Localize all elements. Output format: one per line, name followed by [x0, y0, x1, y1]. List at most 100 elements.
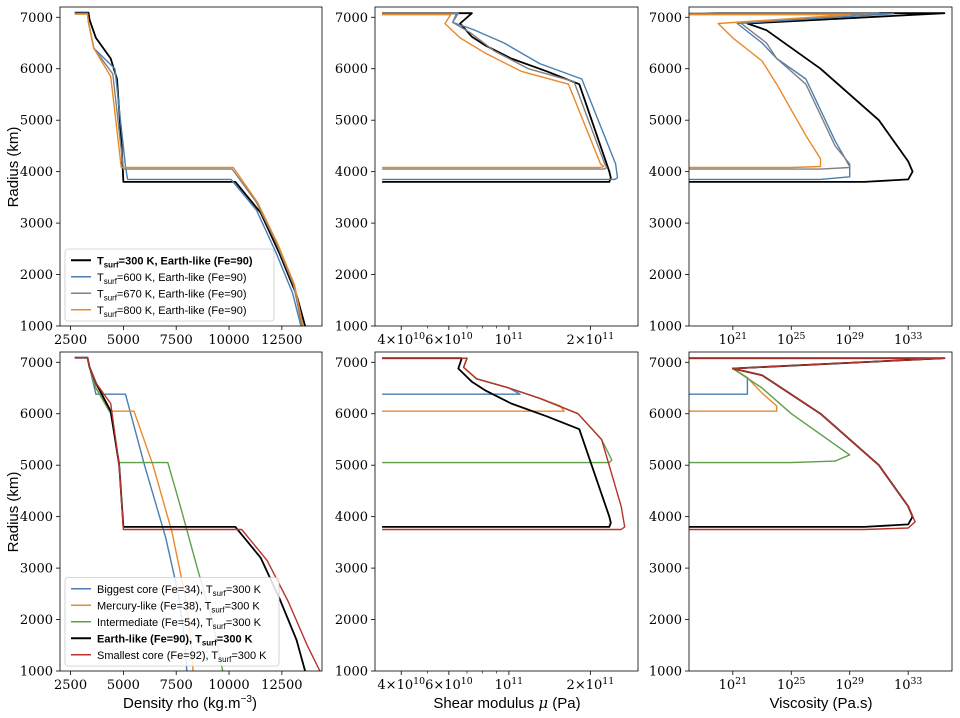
ytick-label: 5000 [335, 114, 368, 129]
ytick-label: 7000 [649, 11, 682, 26]
ytick-label: 7000 [20, 11, 53, 26]
ytick-label: 5000 [649, 459, 682, 474]
ytick-label: 7000 [649, 356, 682, 371]
series-group [74, 11, 306, 326]
legend-entry: Tsurf​=800 K, Earth-like (Fe=90) [97, 305, 247, 319]
xtick-label: 1033​ [894, 331, 922, 348]
xtick-label: 7500 [160, 678, 193, 693]
axes-frame [374, 351, 639, 672]
xtick-label: 4×1010​ [377, 331, 425, 348]
ytick-label: 4000 [335, 510, 368, 525]
xlabel-shear: Shear modulus μ (Pa) [433, 694, 580, 712]
legend-entry: Smallest core (Fe=92), Tsurf​=300 K [97, 650, 267, 664]
series-line-5 [382, 357, 626, 531]
axes-frame [59, 351, 323, 672]
ytick-label: 4000 [335, 165, 368, 180]
legend: Biggest core (Fe=34), Tsurf​=300 K Mercur… [64, 577, 280, 667]
panel-shear_composition: 1000 2000 3000 4000 5000 6000 7000 4×1010​6×101… [335, 351, 639, 693]
xtick-label: 6×1010​ [425, 331, 473, 348]
series-line-3 [382, 12, 608, 170]
xtick-label: 2500 [54, 333, 87, 348]
ytick-label: 3000 [335, 217, 368, 232]
axes-frame [688, 6, 953, 327]
ytick-label: 7000 [20, 356, 53, 371]
xtick-label: 12500 [261, 333, 302, 348]
ytick-label: 6000 [335, 407, 368, 422]
xtick-label: 1011​ [495, 676, 523, 693]
ytick-label: 3000 [20, 562, 53, 577]
ytick-label: 1000 [20, 665, 53, 680]
legend-entry: Biggest core (Fe=34), Tsurf​=300 K [97, 584, 262, 598]
ytick-label: 5000 [649, 114, 682, 129]
ytick-label: 6000 [20, 62, 53, 77]
xtick-label: 1029​ [836, 331, 864, 348]
xtick-label: 6×1010​ [425, 676, 473, 693]
series-line-2 [382, 357, 565, 412]
xtick-label: 5000 [107, 333, 140, 348]
series-line-3 [689, 12, 880, 170]
series-line-4 [382, 357, 612, 528]
series-line-2 [689, 12, 895, 181]
series-group [382, 12, 619, 183]
panel-viscosity_temperature: 1000 2000 3000 4000 5000 6000 7000 1021​ 1025​ 10… [649, 6, 953, 348]
ytick-label: 2000 [649, 268, 682, 283]
legend-box [64, 248, 275, 322]
xtick-label: 1025​ [777, 331, 805, 348]
ytick-label: 1000 [335, 665, 368, 680]
xtick-label: 10000 [208, 333, 249, 348]
legend-box [64, 577, 280, 667]
xtick-label: 2500 [54, 678, 87, 693]
xtick-label: 5000 [107, 678, 140, 693]
legend-entry: Tsurf​=300 K, Earth-like (Fe=90) [97, 255, 253, 269]
ytick-label: 5000 [20, 459, 53, 474]
panel-viscosity_composition: 1000 2000 3000 4000 5000 6000 7000 1021​ 1025​ 10… [649, 351, 953, 693]
panel-shear_temperature: 1000 2000 3000 4000 5000 6000 7000 4×1010​6×101… [335, 6, 639, 348]
ytick-label: 2000 [20, 613, 53, 628]
series-group [689, 12, 946, 183]
axes-frame [688, 351, 953, 672]
xtick-label: 7500 [160, 333, 193, 348]
series-line-1 [382, 12, 612, 183]
xtick-label: 1033​ [894, 676, 922, 693]
ytick-label: 2000 [649, 613, 682, 628]
xtick-label: 2×1011​ [567, 331, 615, 348]
xtick-label: 1011​ [495, 331, 523, 348]
series-line-4 [689, 13, 851, 169]
series-group [382, 357, 626, 531]
series-line-3 [382, 357, 613, 464]
legend: Tsurf​=300 K, Earth-like (Fe=90) Tsurf​=6… [64, 248, 275, 322]
xlabel-density: Density rho (kg.m−3) [123, 694, 257, 712]
xtick-label: 12500 [261, 678, 302, 693]
ytick-label: 7000 [335, 11, 368, 26]
ytick-label: 3000 [20, 217, 53, 232]
xtick-label: 4×1010​ [377, 676, 425, 693]
ytick-label: 2000 [335, 268, 368, 283]
ytick-label: 6000 [649, 62, 682, 77]
series-group [689, 357, 946, 531]
ytick-label: 2000 [335, 613, 368, 628]
ytick-label: 3000 [335, 562, 368, 577]
axes-frame [59, 6, 323, 327]
series-group [74, 356, 321, 671]
series-line-2 [382, 12, 619, 181]
ytick-label: 6000 [20, 407, 53, 422]
xtick-label: 1021​ [719, 331, 747, 348]
series-line-5 [689, 357, 946, 531]
ytick-label: 1000 [20, 320, 53, 335]
xtick-label: 1021​ [719, 676, 747, 693]
ytick-label: 2000 [20, 268, 53, 283]
ytick-label: 1000 [649, 320, 682, 335]
series-line-1 [689, 12, 946, 183]
ylabel-top: Radius (km) [5, 127, 22, 208]
series-line-4 [689, 357, 946, 528]
ytick-label: 4000 [649, 165, 682, 180]
series-line-4 [74, 13, 304, 326]
series-line-1 [382, 357, 521, 395]
xtick-label: 2×1011​ [567, 676, 615, 693]
legend-entry: Intermediate (Fe=54), Tsurf​=300 K [97, 617, 262, 631]
ytick-label: 4000 [20, 165, 53, 180]
ytick-label: 4000 [649, 510, 682, 525]
ytick-label: 3000 [649, 217, 682, 232]
ytick-label: 6000 [335, 62, 368, 77]
